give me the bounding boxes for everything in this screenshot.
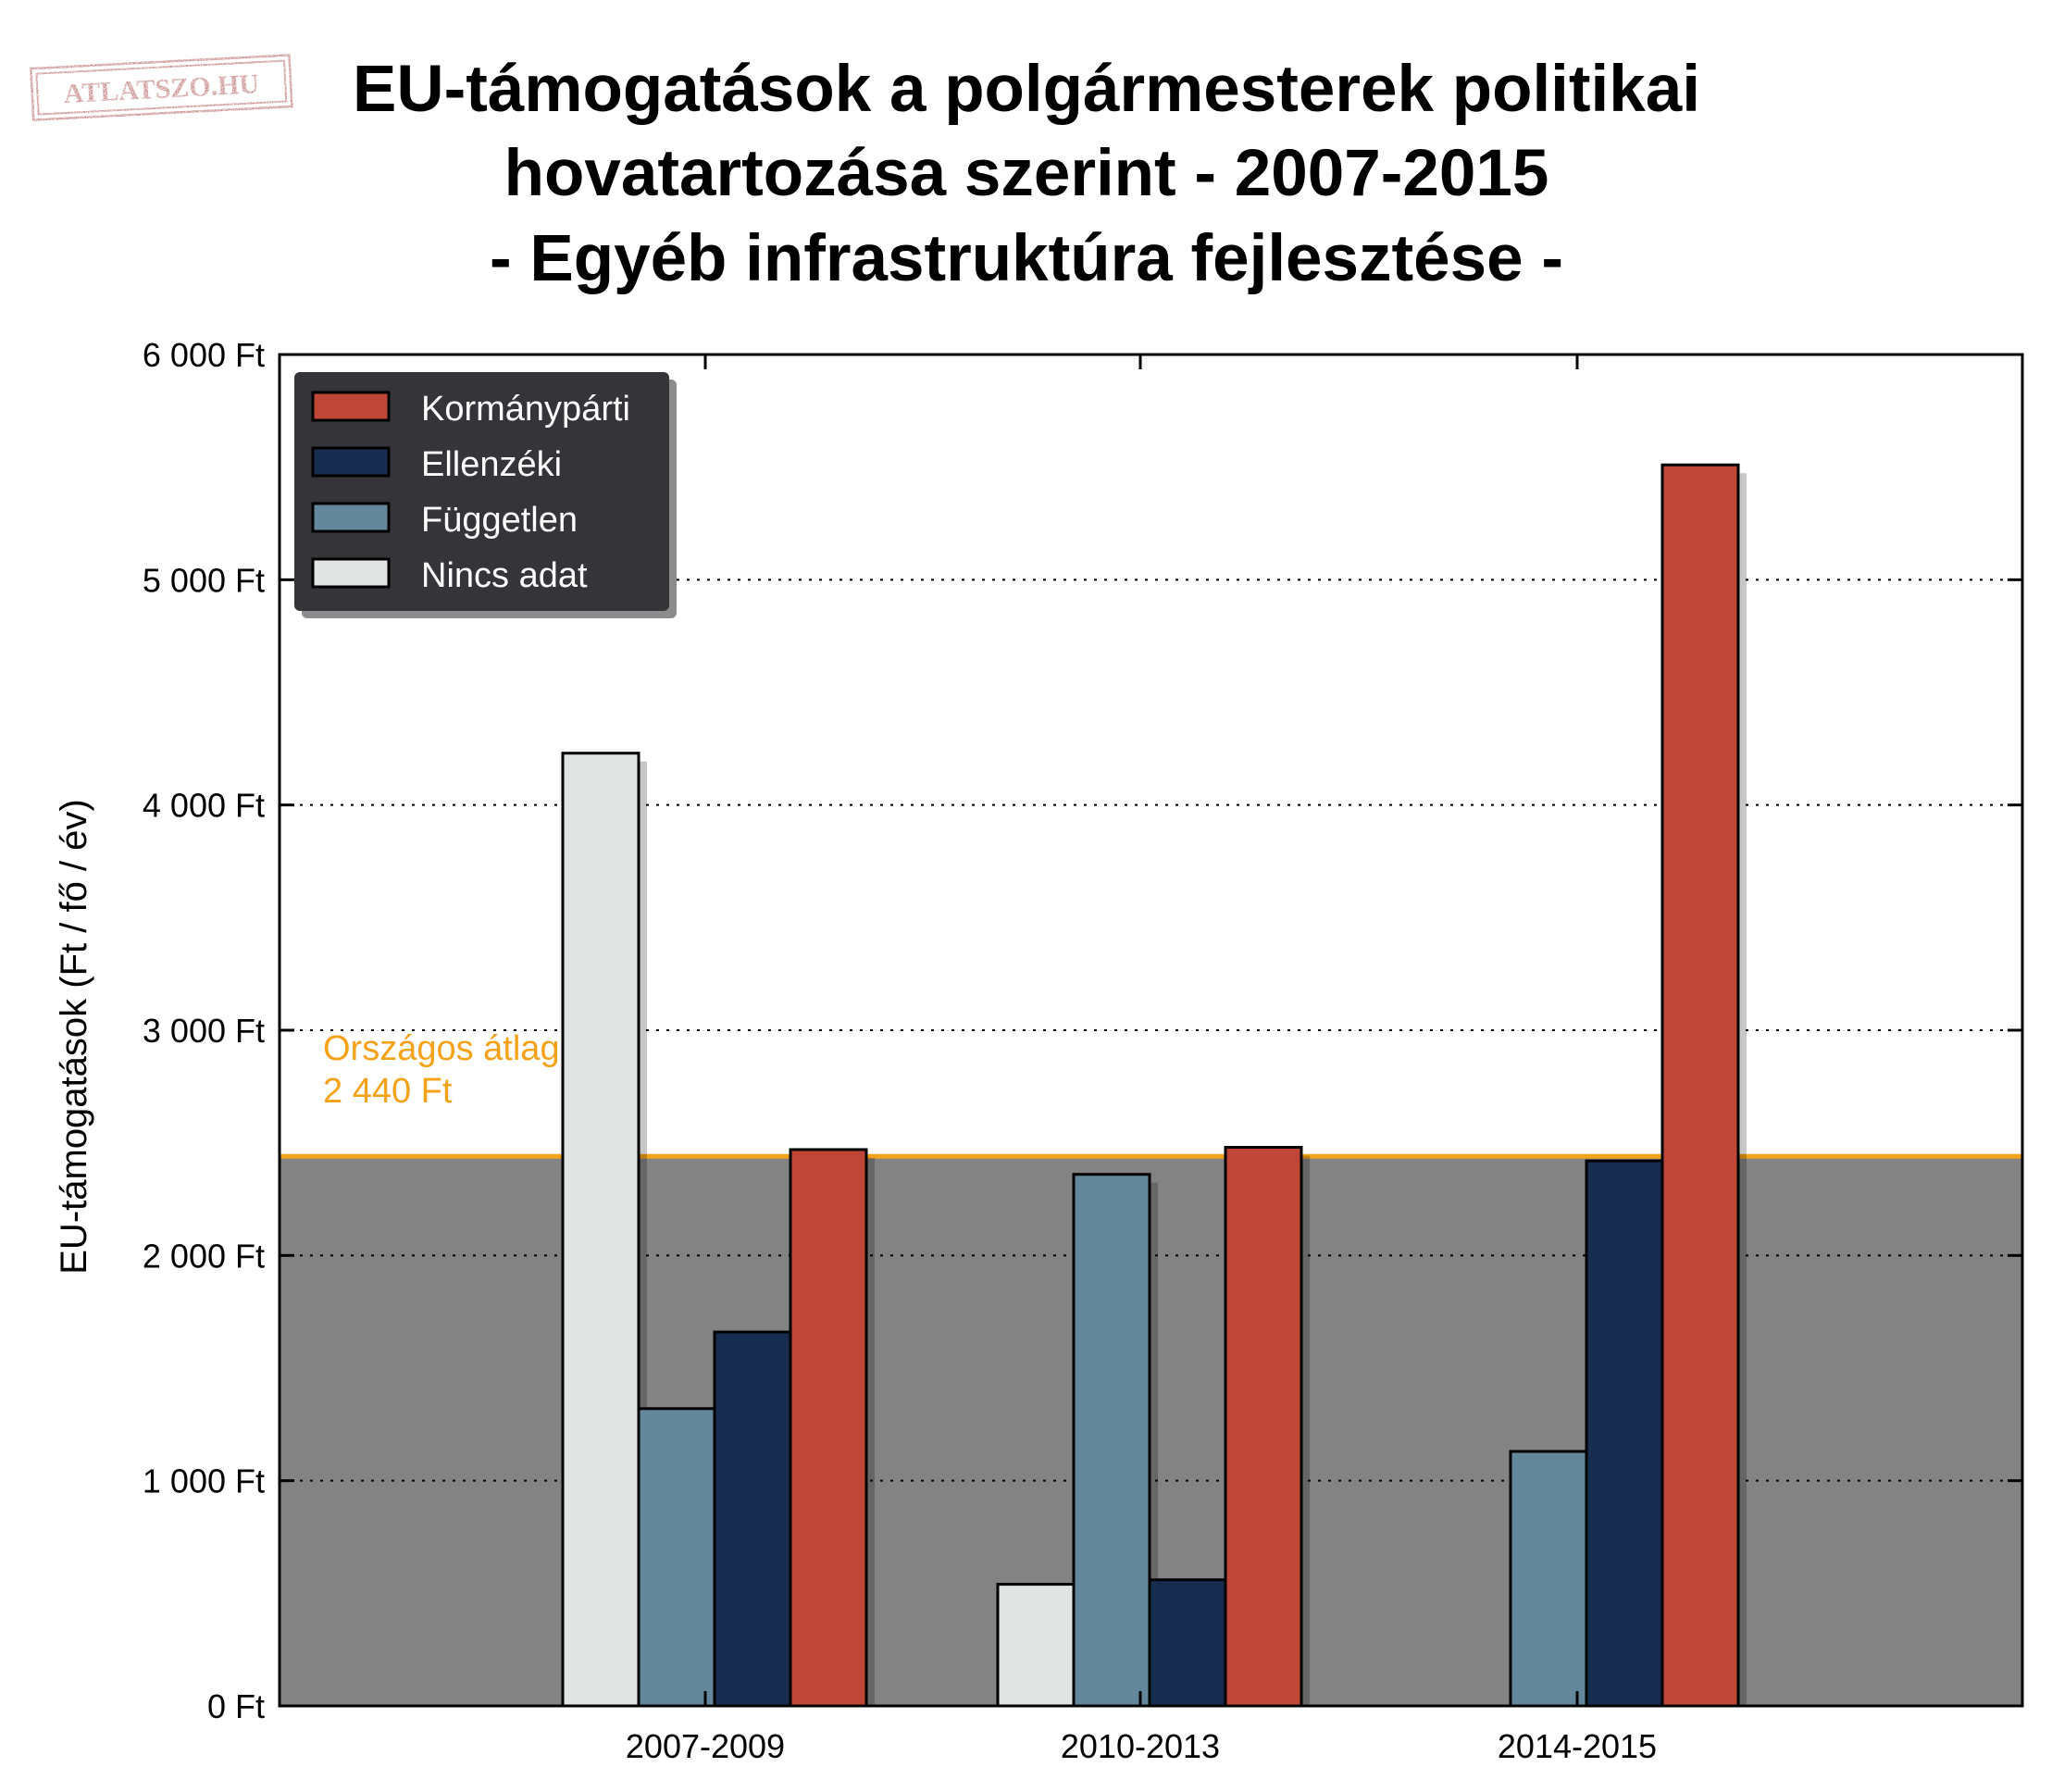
x-tick-label: 2010-2013 [1061, 1727, 1220, 1765]
y-axis: 0 Ft 1 000 Ft 2 000 Ft 3 000 Ft 4 000 Ft 5 00… [143, 336, 2022, 1725]
legend-swatch-Független [311, 502, 391, 533]
x-tick-label: 2014-2015 [1498, 1727, 1657, 1765]
bar-2010-2013-Kormánypárti [1224, 1146, 1303, 1708]
bar-2014-2015-Független [1509, 1450, 1588, 1708]
bar-2010-2013-Független [1072, 1173, 1151, 1708]
bar-2007-2009-Független [637, 1407, 716, 1708]
legend-box [294, 372, 669, 611]
chart-title-line-2: hovatartozása szerint - 2007-2015 [504, 137, 1549, 210]
atlatszo-logo: ATLATSZO.HU [27, 51, 296, 124]
y-tick-label: 5 000 Ft [143, 561, 265, 599]
y-tick-label: 4 000 Ft [143, 787, 265, 825]
legend-label-Független: Független [421, 501, 578, 540]
logo-text: ATLATSZO.HU [63, 68, 260, 109]
chart-title-line-1: EU-támogatások a polgármesterek politika… [353, 53, 1700, 126]
bar-2014-2015-Kormánypárti [1660, 463, 1740, 1708]
legend-label-Kormánypárti: Kormánypárti [421, 390, 630, 429]
legend-label-Ellenzéki: Ellenzéki [421, 445, 562, 484]
y-tick-label: 0 Ft [207, 1687, 265, 1725]
y-tick-label: 6 000 Ft [143, 336, 265, 374]
bar-2007-2009-Nincs adat [561, 752, 640, 1708]
legend-label-Nincs adat: Nincs adat [421, 556, 588, 595]
y-tick-label: 1 000 Ft [143, 1462, 265, 1500]
bar-2007-2009-Ellenzéki [713, 1330, 792, 1708]
legend-swatch-Ellenzéki [311, 446, 391, 478]
bar-2014-2015-Ellenzéki [1585, 1159, 1664, 1708]
bar-2010-2013-Nincs adat [996, 1583, 1076, 1708]
legend: Kormánypárti Ellenzéki Független Nincs adat [294, 372, 677, 618]
x-axis: 2007-2009 2010-2013 2014-2015 [626, 355, 1657, 1765]
average-label-value: 2 440 Ft [323, 1072, 453, 1111]
bar-2010-2013-Ellenzéki [1148, 1578, 1227, 1708]
x-tick-label: 2007-2009 [626, 1727, 785, 1765]
y-axis-label: EU-támogatások (Ft / fő / év) [54, 799, 94, 1275]
bar-2007-2009-Kormánypárti [789, 1148, 868, 1708]
legend-swatch-Nincs adat [311, 557, 391, 589]
y-tick-label: 2 000 Ft [143, 1237, 265, 1275]
y-tick-label: 3 000 Ft [143, 1012, 265, 1050]
legend-swatch-Kormánypárti [311, 391, 391, 422]
chart-title-line-3: - Egyéb infrastruktúra fejlesztése - [490, 222, 1563, 295]
average-label-title: Országos átlag: [323, 1029, 569, 1068]
